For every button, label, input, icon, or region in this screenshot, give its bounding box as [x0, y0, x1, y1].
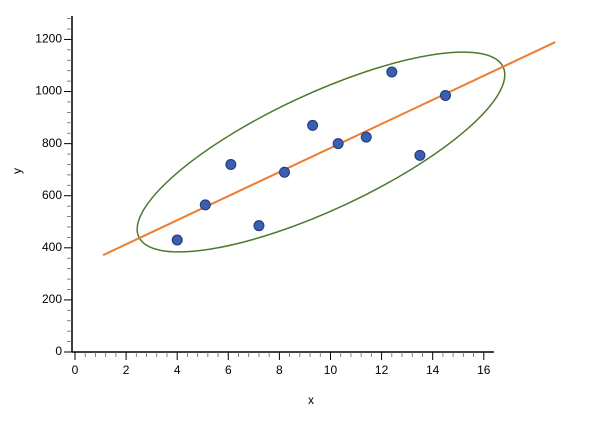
x-tick-label: 4	[174, 363, 181, 377]
data-point	[279, 166, 290, 178]
y-tick-label: 0	[55, 344, 62, 358]
data-point	[414, 149, 426, 161]
x-tick-label: 0	[72, 363, 79, 377]
y-axis-label: y	[10, 168, 24, 174]
x-tick-label: 8	[276, 363, 283, 377]
fit-line	[102, 41, 556, 257]
y-tick-label: 800	[42, 136, 62, 150]
data-point	[386, 66, 398, 78]
y-tick-label: 400	[42, 240, 62, 254]
data-point	[199, 199, 211, 211]
data-point	[253, 220, 265, 232]
data-point	[332, 138, 344, 150]
x-axis-label: x	[308, 393, 314, 407]
x-tick-label: 14	[426, 363, 440, 377]
y-tick-label: 200	[42, 292, 62, 306]
y-tick-label: 1200	[35, 32, 62, 46]
data-point	[171, 234, 183, 246]
x-tick-label: 12	[375, 363, 389, 377]
data-point	[225, 158, 237, 170]
x-tick-label: 6	[225, 363, 232, 377]
x-tick-label: 16	[477, 363, 491, 377]
y-tick-label: 600	[42, 188, 62, 202]
y-tick-label: 1000	[35, 84, 62, 98]
data-point	[360, 131, 372, 143]
x-tick-label: 2	[123, 363, 130, 377]
x-tick-label: 10	[324, 363, 338, 377]
data-point	[307, 119, 319, 131]
data-point	[439, 89, 451, 101]
